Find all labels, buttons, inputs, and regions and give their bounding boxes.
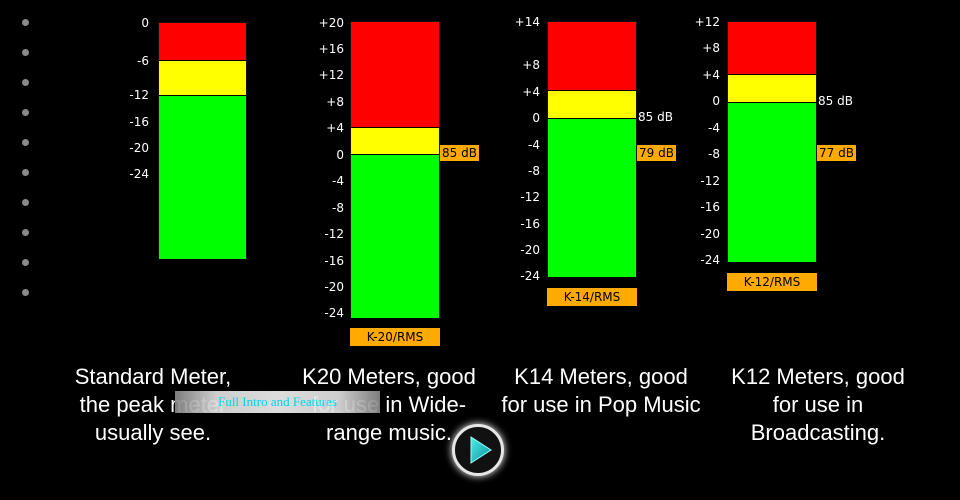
meter-yellow-zone (351, 127, 439, 154)
meter-red-zone (351, 22, 439, 127)
tick-label: +12 (318, 68, 344, 82)
tick-label: -16 (700, 200, 720, 214)
play-button[interactable] (452, 424, 504, 476)
meter-green-zone (548, 118, 636, 277)
tick-label: +8 (326, 95, 344, 109)
slide-dot[interactable] (22, 259, 29, 266)
tick-label: +14 (514, 15, 540, 29)
tick-label: -16 (324, 254, 344, 268)
caption-k14: K14 Meters, good for use in Pop Music (486, 363, 716, 419)
caption-line: for use in Pop Music (501, 392, 701, 417)
tick-label: -20 (129, 141, 149, 155)
slide-dot[interactable] (22, 19, 29, 26)
meter-bar (350, 21, 440, 318)
tick-label: -4 (528, 138, 540, 152)
slide-dot[interactable] (22, 289, 29, 296)
caption-k20: K20 Meters, good for use in Wide- range … (274, 363, 504, 447)
tick-label: -20 (700, 227, 720, 241)
caption-line: range music. (326, 420, 452, 445)
tick-label: -20 (520, 243, 540, 257)
caption-line: usually see. (94, 420, 212, 445)
tick-label: -20 (324, 280, 344, 294)
tick-label: 0 (141, 16, 149, 30)
reference-level-badge: 79 dB (637, 145, 676, 161)
meter-yellow-zone (728, 74, 816, 102)
tick-label: +4 (702, 68, 720, 82)
caption-line: K14 Meters, good (514, 364, 688, 389)
tick-label: +4 (522, 85, 540, 99)
reference-level-badge: 85 dB (440, 145, 479, 161)
slide-dot[interactable] (22, 49, 29, 56)
caption-line: Standard Meter, (74, 364, 232, 389)
tick-label: -16 (520, 217, 540, 231)
caption-line: K12 Meters, good (731, 364, 905, 389)
meter-type-tag: K-14/RMS (547, 288, 637, 306)
meter-type-tag: K-12/RMS (727, 273, 817, 291)
caption-line: for use in (772, 392, 864, 417)
meter-green-zone (159, 95, 246, 259)
tick-label: -24 (520, 269, 540, 283)
slide-dot[interactable] (22, 109, 29, 116)
tick-label: -8 (528, 164, 540, 178)
reference-level-badge: 77 dB (817, 145, 856, 161)
tick-label: 0 (712, 94, 720, 108)
caption-k12: K12 Meters, good for use in Broadcasting… (703, 363, 933, 447)
tick-label: +8 (522, 58, 540, 72)
meter-type-tag: K-20/RMS (350, 328, 440, 346)
tick-label: -12 (129, 88, 149, 102)
tick-label: -24 (700, 253, 720, 267)
slide-dot[interactable] (22, 169, 29, 176)
caption-line: K20 Meters, good (302, 364, 476, 389)
meter-bar (547, 21, 637, 277)
tick-label: -4 (708, 121, 720, 135)
tick-label: 0 (532, 111, 540, 125)
tick-label: -4 (332, 174, 344, 188)
meter-red-zone (159, 23, 246, 60)
slide-dot[interactable] (22, 229, 29, 236)
tick-label: +16 (318, 42, 344, 56)
intro-features-link[interactable]: Full Intro and Features (175, 391, 380, 413)
play-icon (470, 436, 492, 464)
tick-label: -8 (332, 201, 344, 215)
tick-label: 0 (336, 148, 344, 162)
tick-label: +4 (326, 121, 344, 135)
meter-yellow-zone (548, 90, 636, 118)
tick-label: -8 (708, 147, 720, 161)
meter-red-zone (548, 22, 636, 90)
tick-label: -12 (324, 227, 344, 241)
tick-label: +8 (702, 41, 720, 55)
reference-level-label: 85 dB (638, 110, 673, 124)
tick-label: -24 (324, 306, 344, 320)
meter-green-zone (351, 154, 439, 318)
slide-dot[interactable] (22, 139, 29, 146)
tick-label: -16 (129, 115, 149, 129)
meter-green-zone (728, 102, 816, 262)
meter-red-zone (728, 22, 816, 74)
meter-bar (727, 21, 817, 262)
caption-line: Broadcasting. (750, 420, 886, 445)
tick-label: -12 (520, 190, 540, 204)
slide-dot[interactable] (22, 79, 29, 86)
tick-label: +12 (694, 15, 720, 29)
tick-label: +20 (318, 16, 344, 30)
tick-label: -6 (137, 54, 149, 68)
slide-dot[interactable] (22, 199, 29, 206)
meter-yellow-zone (159, 60, 246, 95)
tick-label: -12 (700, 174, 720, 188)
reference-level-label: 85 dB (818, 94, 853, 108)
meter-bar (158, 22, 247, 259)
tick-label: -24 (129, 167, 149, 181)
slide-indicator-dots (22, 19, 30, 319)
